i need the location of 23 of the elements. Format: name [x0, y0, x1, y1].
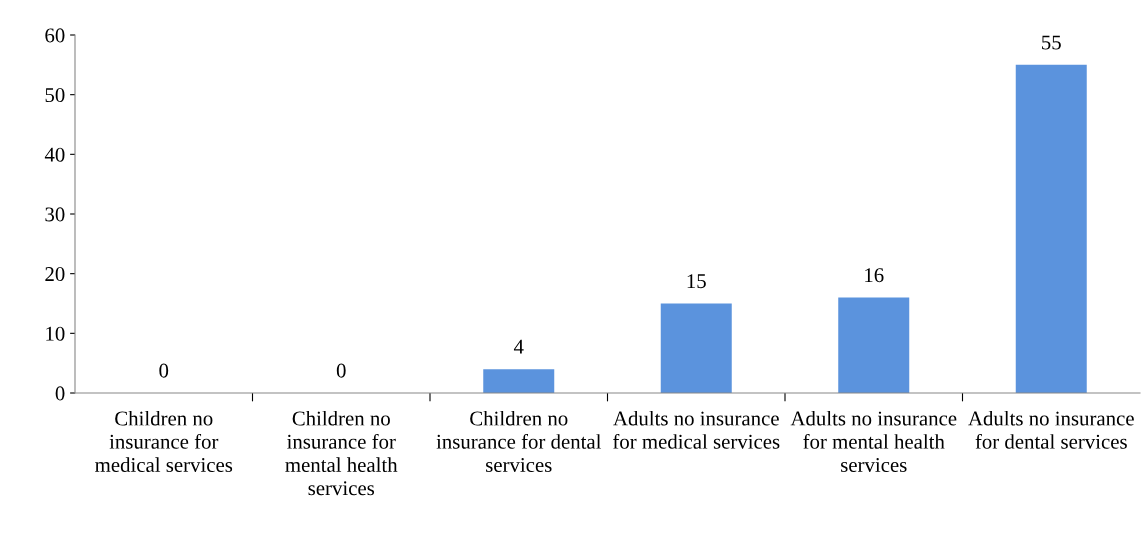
y-tick-label: 60: [45, 28, 65, 43]
data-label: 0: [159, 363, 169, 378]
y-tick-label: 20: [45, 267, 65, 282]
x-tick-label: Children no insurance for medical services: [95, 410, 233, 473]
bar: [838, 297, 910, 393]
y-tick-label: 10: [46, 326, 65, 341]
x-tick-label: Children no insurance for dental services: [436, 410, 602, 473]
x-tick-label: Adults no insurance for dental services: [968, 410, 1134, 449]
data-label: 15: [687, 274, 706, 289]
x-tick-label: Adults no insurance for medical services: [613, 410, 780, 449]
y-tick-label: 40: [44, 147, 65, 162]
bar: [483, 369, 555, 393]
y-tick-label: 50: [45, 88, 65, 103]
y-tick-label: 30: [45, 207, 65, 222]
data-label: 55: [1042, 35, 1061, 50]
data-label: 4: [513, 339, 524, 354]
bar: [660, 303, 732, 393]
bar: [1015, 64, 1087, 393]
data-label: 16: [865, 268, 884, 283]
x-tick-label: Children no insurance for mental health services: [285, 410, 398, 496]
x-tick-label: Adults no insurance for mental health services: [790, 410, 957, 473]
data-label: 0: [336, 363, 346, 378]
y-tick-label: 0: [55, 386, 65, 401]
